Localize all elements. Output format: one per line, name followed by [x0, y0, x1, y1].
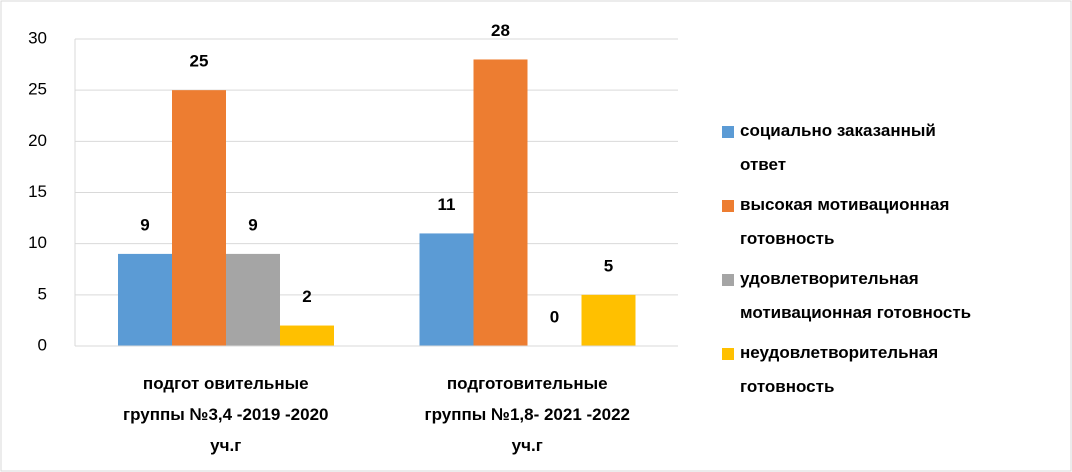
- y-tick-label: 30: [28, 28, 47, 47]
- data-label: 25: [190, 52, 209, 71]
- bar: [581, 294, 636, 346]
- legend-swatch: [722, 200, 734, 212]
- bar: [473, 59, 528, 346]
- x-tick-label: подготовительные группы №1,8- 2021 -2022…: [424, 374, 630, 455]
- data-label: 2: [302, 287, 311, 306]
- y-tick-label: 25: [28, 80, 47, 99]
- data-label: 11: [438, 195, 456, 214]
- y-tick-label: 20: [28, 131, 47, 150]
- data-label: 9: [140, 215, 149, 234]
- legend-swatch: [722, 274, 734, 286]
- x-tick-label: подгот овительные группы №3,4 -2019 -202…: [123, 374, 329, 455]
- bar: [172, 90, 226, 347]
- bar: [280, 325, 334, 346]
- legend-swatch: [722, 348, 734, 360]
- legend-label: высокая мотивационная готовность: [740, 195, 950, 248]
- data-label: 28: [491, 21, 510, 40]
- data-label: 5: [604, 256, 613, 275]
- bar: [118, 253, 172, 346]
- bar: [419, 233, 474, 346]
- y-tick-label: 10: [28, 233, 47, 252]
- y-tick-label: 15: [28, 182, 47, 201]
- y-tick-label: 0: [38, 335, 47, 354]
- bar: [226, 253, 280, 346]
- data-label: 9: [248, 215, 257, 234]
- data-label: 0: [550, 307, 559, 326]
- legend-label: удовлетворительная мотивационная готовно…: [740, 269, 972, 322]
- legend-swatch: [722, 126, 734, 138]
- legend-label: социально заказанный ответ: [740, 121, 936, 174]
- legend-label: неудовлетворительная готовность: [740, 343, 939, 396]
- y-tick-label: 5: [38, 284, 47, 303]
